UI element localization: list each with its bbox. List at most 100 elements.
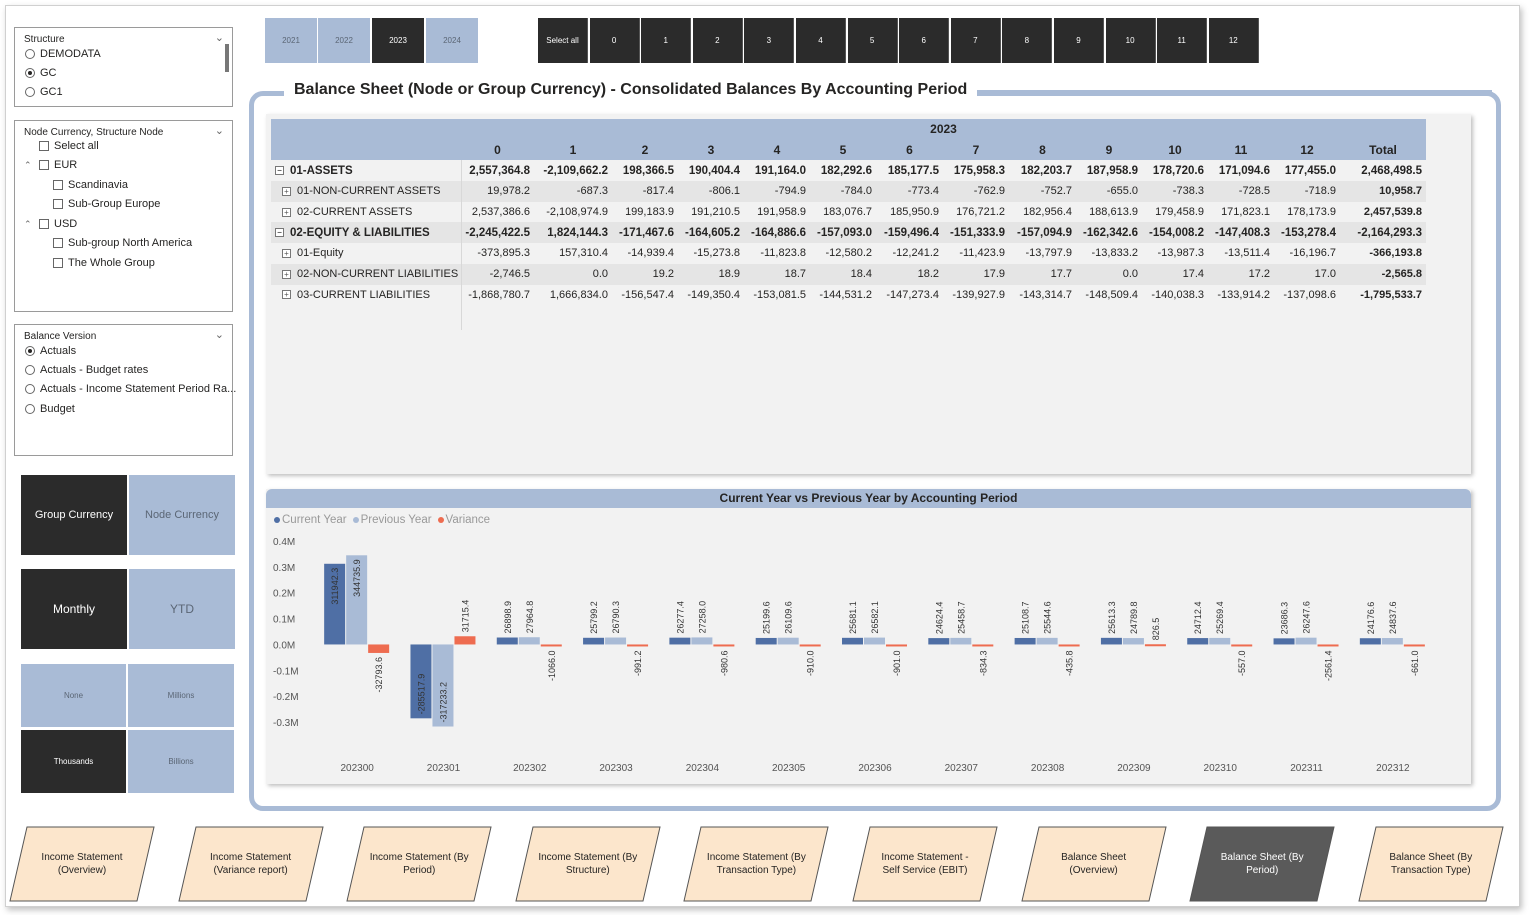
period-select-all-button[interactable]: Select all (538, 18, 588, 63)
chart-bar[interactable] (432, 644, 454, 727)
expand-icon[interactable]: + (282, 269, 291, 279)
legend-item-previous[interactable]: Previous Year (352, 514, 432, 526)
year-button-2021[interactable]: 2021 (265, 18, 317, 63)
node-item[interactable]: Sub-group North America (53, 237, 192, 249)
radio-button[interactable] (25, 87, 35, 97)
units-billions-button[interactable]: Billions (128, 730, 234, 793)
checkbox[interactable] (39, 219, 49, 229)
expand-icon[interactable]: + (282, 290, 291, 300)
chart-bar[interactable] (1014, 637, 1036, 645)
structure-option[interactable]: DEMODATA (25, 48, 101, 60)
period-button-9[interactable]: 9 (1054, 18, 1104, 63)
period-button-11[interactable]: 11 (1157, 18, 1208, 63)
column-header[interactable]: 4 (744, 139, 810, 161)
expand-icon[interactable]: + (282, 207, 291, 217)
chart-bar[interactable] (755, 637, 777, 645)
checkbox[interactable] (53, 199, 63, 209)
chart-bar[interactable] (799, 644, 821, 647)
checkbox[interactable] (53, 258, 63, 268)
balance-option[interactable]: Actuals (25, 345, 76, 357)
period-button-0[interactable]: 0 (589, 18, 640, 63)
column-header[interactable]: 1 (534, 139, 612, 161)
units-millions-button[interactable]: Millions (128, 664, 234, 727)
radio-button[interactable] (25, 68, 35, 78)
chart-bar[interactable] (691, 637, 713, 645)
radio-button[interactable] (25, 365, 35, 375)
chart-bar[interactable] (410, 644, 432, 719)
chart-bar[interactable] (950, 637, 972, 645)
chart-bar[interactable] (842, 637, 863, 645)
chart-bar[interactable] (1231, 644, 1253, 647)
chart-bar[interactable] (972, 644, 994, 647)
chart-bar[interactable] (346, 555, 368, 645)
structure-option[interactable]: GC1 (25, 86, 63, 98)
nav-button[interactable]: Income Statement (Overview) (9, 826, 155, 902)
column-header[interactable]: 0 (461, 139, 534, 161)
chart-bar[interactable] (1187, 638, 1209, 645)
chart-bar[interactable] (1359, 638, 1381, 645)
chart-bar[interactable] (713, 644, 735, 647)
chart-bar[interactable] (1403, 644, 1425, 647)
nav-button[interactable]: Income Statement (By Transaction Type) (683, 826, 830, 902)
expand-icon[interactable]: + (282, 249, 291, 259)
column-header[interactable]: Total (1340, 139, 1426, 161)
node-item[interactable]: ⌃ EUR (24, 159, 77, 171)
radio-button[interactable] (25, 384, 35, 394)
year-button-2022[interactable]: 2022 (318, 18, 370, 63)
period-button-10[interactable]: 10 (1105, 18, 1156, 63)
chart-bar[interactable] (1036, 637, 1058, 645)
column-header[interactable]: 2 (612, 139, 678, 161)
node-item[interactable]: Select all (39, 140, 99, 152)
chart-bar[interactable] (928, 638, 950, 645)
period-button-5[interactable]: 5 (847, 18, 898, 63)
chart-bar[interactable] (1144, 644, 1166, 647)
chart-bar[interactable] (669, 637, 691, 645)
column-header[interactable]: 11 (1208, 139, 1274, 161)
chart-bar[interactable] (886, 644, 907, 647)
units-thousands-button[interactable]: Thousands (21, 730, 126, 793)
units-none-button[interactable]: None (21, 664, 126, 727)
chevron-up-icon[interactable]: ⌃ (24, 218, 32, 229)
column-header[interactable]: 5 (810, 139, 876, 161)
period-button-4[interactable]: 4 (796, 18, 846, 63)
chart-bar[interactable] (1381, 638, 1403, 645)
chart-bar[interactable] (1100, 637, 1122, 645)
node-item[interactable]: Sub-Group Europe (53, 198, 160, 210)
column-header[interactable]: 7 (943, 139, 1009, 161)
chart-bar[interactable] (496, 637, 518, 645)
node-item[interactable]: Scandinavia (53, 179, 128, 191)
nav-button[interactable]: Income Statement (Variance report) (177, 826, 324, 902)
chart-bar[interactable] (1122, 638, 1144, 645)
chart-bar[interactable] (540, 644, 562, 647)
chevron-down-icon[interactable]: ⌄ (214, 32, 224, 44)
legend-item-current[interactable]: Current Year (274, 514, 347, 526)
balance-option[interactable]: Actuals - Income Statement Period Ra... (25, 383, 236, 395)
nav-button[interactable]: Balance Sheet (By Transaction Type) (1358, 826, 1504, 902)
period-button-12[interactable]: 12 (1208, 18, 1259, 63)
column-header[interactable]: 12 (1274, 139, 1340, 161)
chart-bar[interactable] (324, 563, 346, 645)
chart-bar[interactable] (518, 637, 540, 645)
nav-button[interactable]: Income Statement - Self Service (EBIT) (852, 826, 998, 902)
nav-button[interactable]: Income Statement (By Structure) (515, 826, 661, 902)
chart-bar[interactable] (1209, 637, 1231, 645)
chart-bar[interactable] (1295, 637, 1317, 645)
year-button-2023[interactable]: 2023 (372, 18, 424, 63)
structure-option[interactable]: GC (25, 67, 57, 79)
period-button-3[interactable]: 3 (744, 18, 795, 63)
monthly-button[interactable]: Monthly (21, 569, 127, 649)
period-button-8[interactable]: 8 (1002, 18, 1053, 63)
chart-bar[interactable] (627, 644, 649, 647)
checkbox[interactable] (39, 141, 49, 151)
chart-bar[interactable] (1273, 638, 1295, 645)
checkbox[interactable] (53, 238, 63, 248)
chart-bar[interactable] (368, 644, 390, 653)
column-header[interactable]: 3 (678, 139, 744, 161)
balance-option[interactable]: Actuals - Budget rates (25, 364, 148, 376)
year-button-2024[interactable]: 2024 (426, 18, 478, 63)
balance-option[interactable]: Budget (25, 403, 75, 415)
chart-bar[interactable] (454, 636, 476, 645)
nav-button[interactable]: Balance Sheet (Overview) (1020, 826, 1167, 902)
slicer-scrollbar[interactable] (225, 44, 229, 72)
period-button-6[interactable]: 6 (899, 18, 950, 63)
